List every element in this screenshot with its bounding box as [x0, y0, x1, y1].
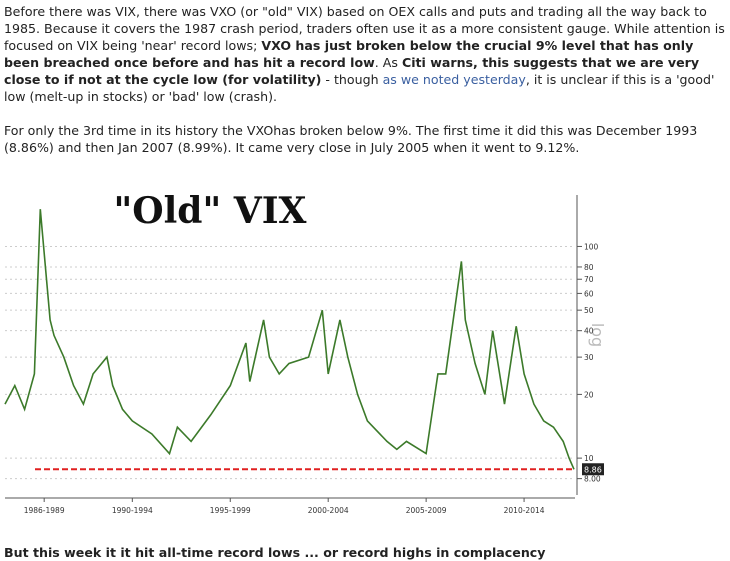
text-run: But this week it it hit all-time record … — [4, 545, 546, 560]
x-tick-label: 2010-2014 — [504, 506, 545, 515]
y-tick-label: 10 — [584, 454, 594, 463]
x-tick-label: 2000-2004 — [308, 506, 349, 515]
text-run: Citi warns, this suggests that we are ve… — [4, 55, 700, 87]
paragraph: For only the 3rd time in its history the… — [4, 122, 726, 156]
text-run: - though — [321, 72, 383, 87]
y-tick-label: 70 — [584, 275, 594, 284]
text-run: Before there was VIX, there was VXO (or … — [4, 4, 725, 53]
link[interactable]: as we noted yesterday — [382, 72, 526, 87]
paragraph: Before there was VIX, there was VXO (or … — [4, 3, 726, 105]
x-tick-label: 1986-1989 — [24, 506, 65, 515]
y-tick-label: 80 — [584, 263, 594, 272]
series-line — [4, 209, 575, 470]
x-tick-label: 2005-2009 — [406, 506, 447, 515]
y-tick-label: 20 — [584, 390, 594, 399]
y-tick-label: 40 — [584, 327, 594, 336]
chart: "Old" VIX log 100 80 70 60 50 40 30 20 10 8.00 198… — [0, 185, 610, 520]
text-run: For only the 3rd time in its history the… — [4, 123, 698, 155]
x-tick-label: 1995-1999 — [210, 506, 251, 515]
chart-background — [0, 185, 610, 520]
text-run: . As — [374, 55, 402, 70]
x-tick-label: 1990-1994 — [112, 506, 153, 515]
y-tick-label: 30 — [584, 353, 594, 362]
chart-title: "Old" VIX — [114, 190, 307, 232]
value-label-box — [582, 463, 604, 476]
text-run: , it is unclear if this is a 'good' low … — [4, 72, 715, 104]
value-label: 8.86 — [584, 465, 602, 474]
y-tick-label: 100 — [584, 242, 599, 251]
y-tick-label: 60 — [584, 289, 594, 298]
y-tick-label: 50 — [584, 306, 594, 315]
paragraph: But this week it it hit all-time record … — [4, 544, 726, 561]
text-run: VXO has just broken below the crucial 9%… — [4, 38, 694, 70]
y-axis-label: log — [588, 323, 607, 347]
y-tick-label: 8.00 — [584, 475, 601, 484]
